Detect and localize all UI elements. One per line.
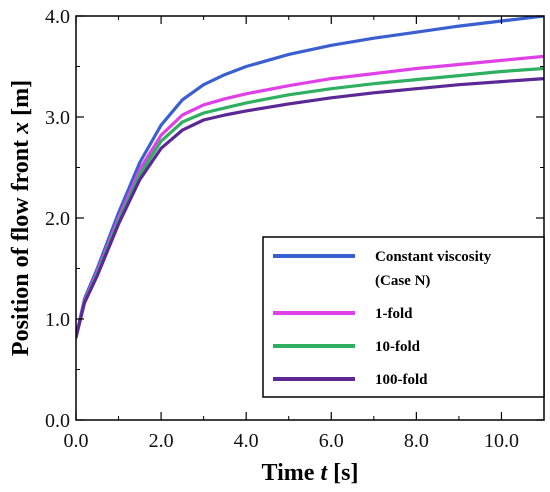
- legend-label-2: 1-fold: [375, 306, 413, 322]
- y-axis-title: Position of flow front x [m]: [8, 80, 34, 356]
- legend-label-3: 10-fold: [375, 339, 421, 355]
- x-axis-title-var: t: [320, 460, 328, 486]
- legend-box: [262, 236, 545, 398]
- y-tick-label: 0.0: [45, 410, 70, 432]
- series-layer: [76, 16, 544, 339]
- x-axis-title-pre: Time: [262, 460, 321, 486]
- x-tick-label: 2.0: [149, 430, 174, 452]
- legend-label-4: 100-fold: [375, 372, 428, 388]
- x-axis-title: Time t [s]: [262, 460, 359, 486]
- y-tick-label: 1.0: [45, 309, 70, 331]
- y-tick-label: 2.0: [45, 208, 70, 230]
- x-tick-label: 10.0: [484, 430, 519, 452]
- y-axis-title-post: [m]: [8, 80, 34, 122]
- y-axis-title-var: x: [8, 122, 34, 135]
- x-tick-label: 0.0: [64, 430, 89, 452]
- x-axis-title-post: [s]: [327, 460, 358, 486]
- series-line-4: [76, 77, 544, 339]
- ticks-layer: 0.0 2.0 4.0 6.0 8.0 10.0 0.0 1.0 2.0 3.0 4.0: [45, 6, 545, 452]
- y-axis-title-pre: Position of flow front: [8, 134, 34, 356]
- x-tick-label: 6.0: [319, 430, 344, 452]
- y-tick-label: 4.0: [45, 6, 70, 28]
- legend-label-1: Constant viscosity: [375, 249, 492, 265]
- y-tick-label: 3.0: [45, 107, 70, 129]
- legend-label-1-line2: (Case N): [375, 273, 430, 289]
- x-tick-label: 4.0: [234, 430, 259, 452]
- legend: Constant viscosity (Case N) 1-fold 10-fold 1…: [262, 236, 545, 398]
- x-tick-label: 8.0: [404, 430, 429, 452]
